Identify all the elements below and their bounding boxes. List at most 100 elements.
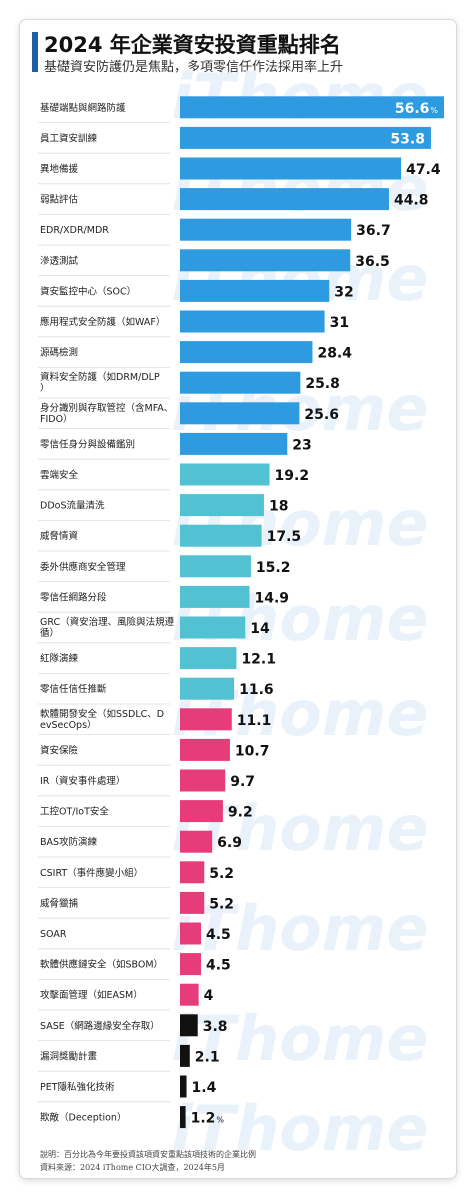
bar bbox=[180, 769, 226, 792]
category-label: GRC（資安治理、風險與法規遵循） bbox=[40, 616, 175, 639]
value-label: 19.2 bbox=[275, 468, 310, 484]
category-label: SASE（網路邊緣安全存取） bbox=[40, 1020, 160, 1032]
category-label: 資料安全防護（如DRM/DLP） bbox=[40, 371, 160, 394]
chart-title: 2024 年企業資安投資重點排名 bbox=[44, 33, 341, 57]
category-label: 威脅情資 bbox=[40, 530, 78, 542]
value-label: 44.8 bbox=[394, 193, 429, 209]
value-label: 4.5 bbox=[206, 958, 231, 974]
value-label: 23 bbox=[292, 437, 311, 453]
category-label: 軟體開發安全（如SSDLC、D evSecOps） bbox=[40, 708, 164, 731]
category-label: 零信任身分與設備鑑別 bbox=[40, 438, 135, 450]
bar bbox=[180, 279, 330, 302]
category-label: 應用程式安全防護（如WAF） bbox=[40, 316, 165, 328]
category-label: 雲端安全 bbox=[40, 469, 79, 481]
bar bbox=[180, 218, 352, 241]
value-label: 12.1 bbox=[241, 652, 276, 668]
value-label: 17.5 bbox=[267, 529, 302, 545]
value-label: 25.8 bbox=[305, 376, 340, 392]
value-label: 2.1 bbox=[195, 1049, 220, 1065]
chart-subtitle: 基礎資安防護仍是焦點，多項零信任作法採用率上升 bbox=[44, 60, 344, 75]
watermark-text: iThome bbox=[172, 1092, 429, 1165]
watermark-text: iThome bbox=[172, 892, 429, 965]
value-label: 3.8 bbox=[203, 1019, 228, 1035]
value-label: 47.4 bbox=[406, 162, 441, 178]
category-label: EDR/XDR/MDR bbox=[40, 225, 109, 236]
bar bbox=[180, 1044, 190, 1067]
bar bbox=[180, 708, 232, 731]
category-label: 威脅獵捕 bbox=[40, 897, 78, 909]
category-label: 攻擊面管理（如EASM） bbox=[40, 989, 143, 1001]
category-label: 零信任信任推斷 bbox=[40, 683, 107, 695]
bar bbox=[180, 402, 300, 425]
category-label: 軟體供應鏈安全（如SBOM） bbox=[40, 959, 163, 971]
value-label: 28.4 bbox=[317, 346, 352, 362]
bar bbox=[180, 1014, 198, 1037]
category-label: 身分識別與存取管控（含MFA、 FIDO） bbox=[40, 402, 173, 425]
bar bbox=[180, 922, 201, 945]
bar bbox=[180, 1106, 186, 1129]
bar bbox=[180, 432, 288, 455]
value-label: 11.6 bbox=[239, 682, 274, 698]
bar bbox=[180, 738, 230, 761]
category-label: 漏洞獎勵計畫 bbox=[40, 1050, 98, 1062]
footnote-source: 資料來源：2024 iThome CIO大調查，2024年5月 bbox=[40, 1163, 225, 1172]
value-label: 5.2 bbox=[209, 896, 234, 912]
category-label: IR（資安事件處理） bbox=[40, 775, 125, 787]
bar bbox=[180, 585, 250, 608]
bar bbox=[180, 677, 235, 700]
bar bbox=[180, 341, 313, 364]
value-label: 11.1 bbox=[237, 713, 272, 729]
bar bbox=[180, 463, 270, 486]
category-label: 資安監控中心（SOC） bbox=[40, 285, 136, 297]
category-label: SOAR bbox=[40, 929, 67, 940]
bar bbox=[180, 555, 251, 578]
bar bbox=[180, 953, 201, 976]
category-label: DDoS流量清洗 bbox=[40, 500, 105, 512]
category-label: 異地備援 bbox=[40, 163, 79, 175]
value-label: 53.8 bbox=[390, 131, 425, 147]
bar bbox=[180, 524, 262, 547]
category-label: CSIRT（事件應變小組） bbox=[40, 867, 143, 879]
value-label: 36.7 bbox=[356, 223, 391, 239]
bar bbox=[180, 249, 351, 272]
value-label: 14 bbox=[250, 621, 270, 637]
value-label: 4.5 bbox=[206, 927, 231, 943]
bar bbox=[180, 616, 246, 639]
value-label: 18 bbox=[269, 499, 288, 515]
value-label: 36.5 bbox=[355, 254, 390, 270]
category-label: 員工資安訓練 bbox=[40, 132, 98, 144]
bar bbox=[180, 830, 213, 853]
value-label: 32 bbox=[334, 284, 353, 300]
bar bbox=[180, 891, 205, 914]
bar bbox=[180, 96, 444, 119]
value-label: 4 bbox=[204, 988, 214, 1004]
value-label: 9.7 bbox=[230, 774, 255, 790]
category-label: 委外供應商安全管理 bbox=[40, 561, 126, 573]
value-label: 14.9 bbox=[254, 590, 289, 606]
category-label: PET隱私強化技術 bbox=[40, 1081, 115, 1093]
bar bbox=[180, 310, 325, 333]
value-label: 15.2 bbox=[256, 560, 291, 576]
category-label: 基礎端點與網路防護 bbox=[40, 102, 126, 114]
bar bbox=[180, 861, 205, 884]
category-label: 弱點評估 bbox=[40, 194, 79, 206]
category-label: 工控OT/IoT安全 bbox=[40, 806, 109, 818]
category-label: 資安保險 bbox=[40, 744, 79, 756]
value-label: 5.2 bbox=[209, 866, 234, 882]
bar bbox=[180, 800, 223, 823]
value-label: 10.7 bbox=[235, 743, 270, 759]
category-label: 滲透測試 bbox=[40, 255, 79, 267]
bar bbox=[180, 1075, 187, 1098]
bar bbox=[180, 126, 431, 149]
category-label: 欺敵（Deception） bbox=[40, 1112, 126, 1124]
category-label: BAS攻防演練 bbox=[40, 836, 98, 848]
watermark-text: iThome bbox=[172, 1002, 429, 1075]
bar bbox=[180, 494, 264, 517]
value-label: 31 bbox=[330, 315, 349, 331]
bar bbox=[180, 188, 389, 211]
value-label: 25.6 bbox=[304, 407, 339, 423]
title-accent-bar bbox=[32, 32, 38, 72]
value-label: 1.4 bbox=[192, 1080, 217, 1096]
bar bbox=[180, 983, 199, 1006]
